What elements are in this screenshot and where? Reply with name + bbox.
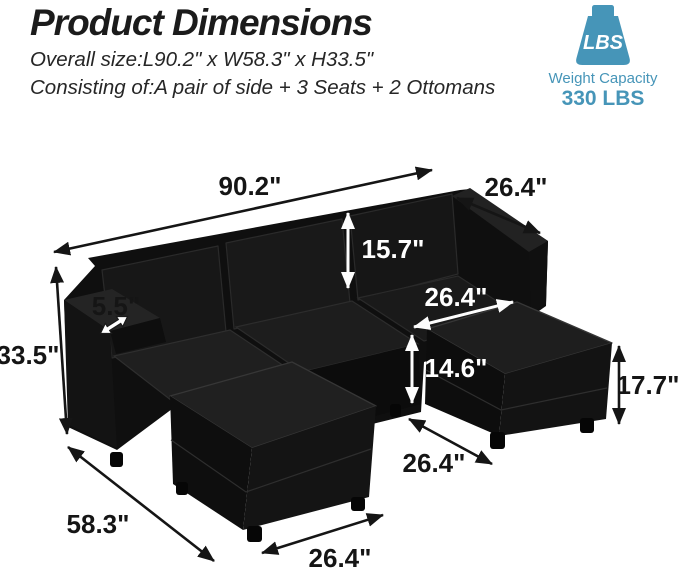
weight-capacity-label: Weight Capacity [548, 70, 658, 87]
weight-capacity-value: 330 LBS [561, 87, 645, 110]
dim-right-section-depth: 26.4" [456, 172, 548, 235]
lbs-icon-text: LBS [583, 32, 624, 54]
dim-label-backrest-height: 15.7" [362, 234, 425, 264]
dim-ottoman-width: 26.4" [261, 513, 384, 571]
dim-ottoman-overall-height: 17.7" [612, 345, 679, 425]
dim-ottoman-depth: 26.4" [403, 417, 493, 478]
sectional-sofa-illustration [64, 188, 613, 542]
left-armrest [64, 289, 160, 331]
page-title: Product Dimensions [30, 2, 373, 43]
header: Product Dimensions Overall size:L90.2" x… [30, 0, 495, 102]
consisting-text: Consisting of:A pair of side + 3 Seats +… [30, 76, 496, 99]
overall-size-text: Overall size:L90.2" x W58.3" x H33.5" [30, 48, 374, 71]
dim-overall-length: 90.2" [53, 166, 433, 256]
dim-label-seat-module-depth: 26.4" [425, 282, 488, 312]
dim-label-overall-height: 33.5" [0, 340, 59, 370]
dim-label-armrest-width: 5.5" [92, 291, 140, 321]
dim-overall-height: 33.5" [0, 266, 73, 435]
dim-label-ottoman-width: 26.4" [309, 543, 372, 571]
sofa-foot [110, 452, 123, 467]
dim-label-right-section-depth: 26.4" [485, 172, 548, 202]
dim-ottoman-seat-height: 14.6" [405, 334, 488, 404]
dim-backrest-height: 15.7" [341, 212, 425, 289]
dim-label-overall-length: 90.2" [219, 171, 282, 201]
sofa-foot [390, 404, 401, 417]
dim-label-overall-depth: 58.3" [67, 509, 130, 539]
dim-overall-depth: 58.3" [67, 445, 215, 563]
dim-label-ottoman-depth: 26.4" [403, 448, 466, 478]
dim-label-ottoman-seat-height: 14.6" [425, 353, 488, 383]
dim-armrest-width: 5.5" [92, 291, 140, 335]
dim-label-ottoman-overall-height: 17.7" [617, 370, 679, 400]
weight-capacity-badge: LBS Weight Capacity 330 LBS [527, 4, 679, 110]
kettlebell-weight-icon: LBS [576, 5, 630, 65]
dim-seat-module-depth: 26.4" [413, 282, 514, 330]
